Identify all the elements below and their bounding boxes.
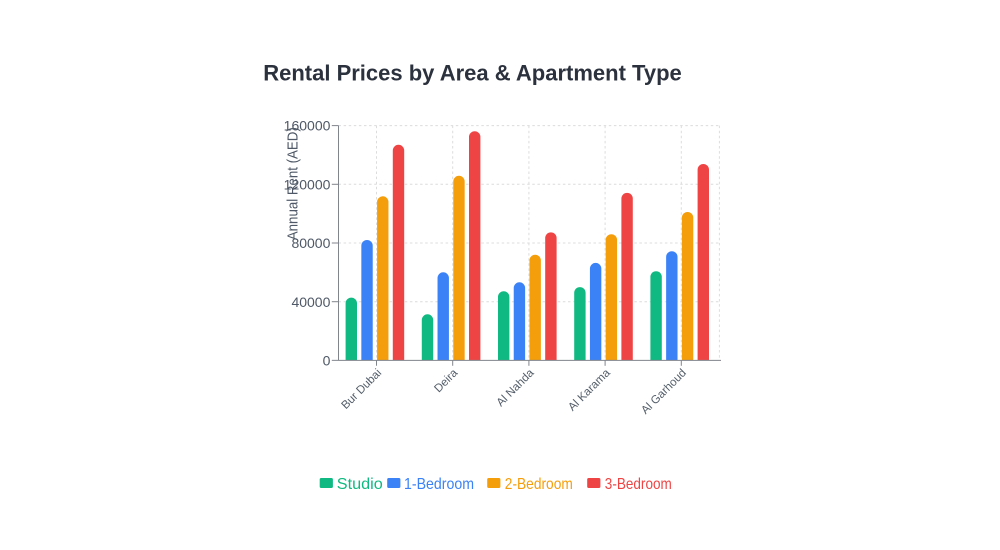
svg-text:160000: 160000 (284, 118, 331, 134)
svg-text:Annual Rent (AED): Annual Rent (AED) (285, 127, 302, 240)
svg-text:0: 0 (323, 353, 331, 369)
svg-text:80000: 80000 (291, 235, 330, 251)
svg-text:3-Bedroom: 3-Bedroom (605, 476, 672, 493)
svg-text:Studio: Studio (337, 476, 383, 493)
svg-text:1-Bedroom: 1-Bedroom (404, 476, 474, 493)
svg-text:Rental Prices by Area & Apartm: Rental Prices by Area & Apartment Type (263, 61, 682, 86)
svg-text:40000: 40000 (291, 294, 330, 310)
svg-text:2-Bedroom: 2-Bedroom (505, 476, 573, 493)
svg-text:120000: 120000 (284, 176, 331, 192)
